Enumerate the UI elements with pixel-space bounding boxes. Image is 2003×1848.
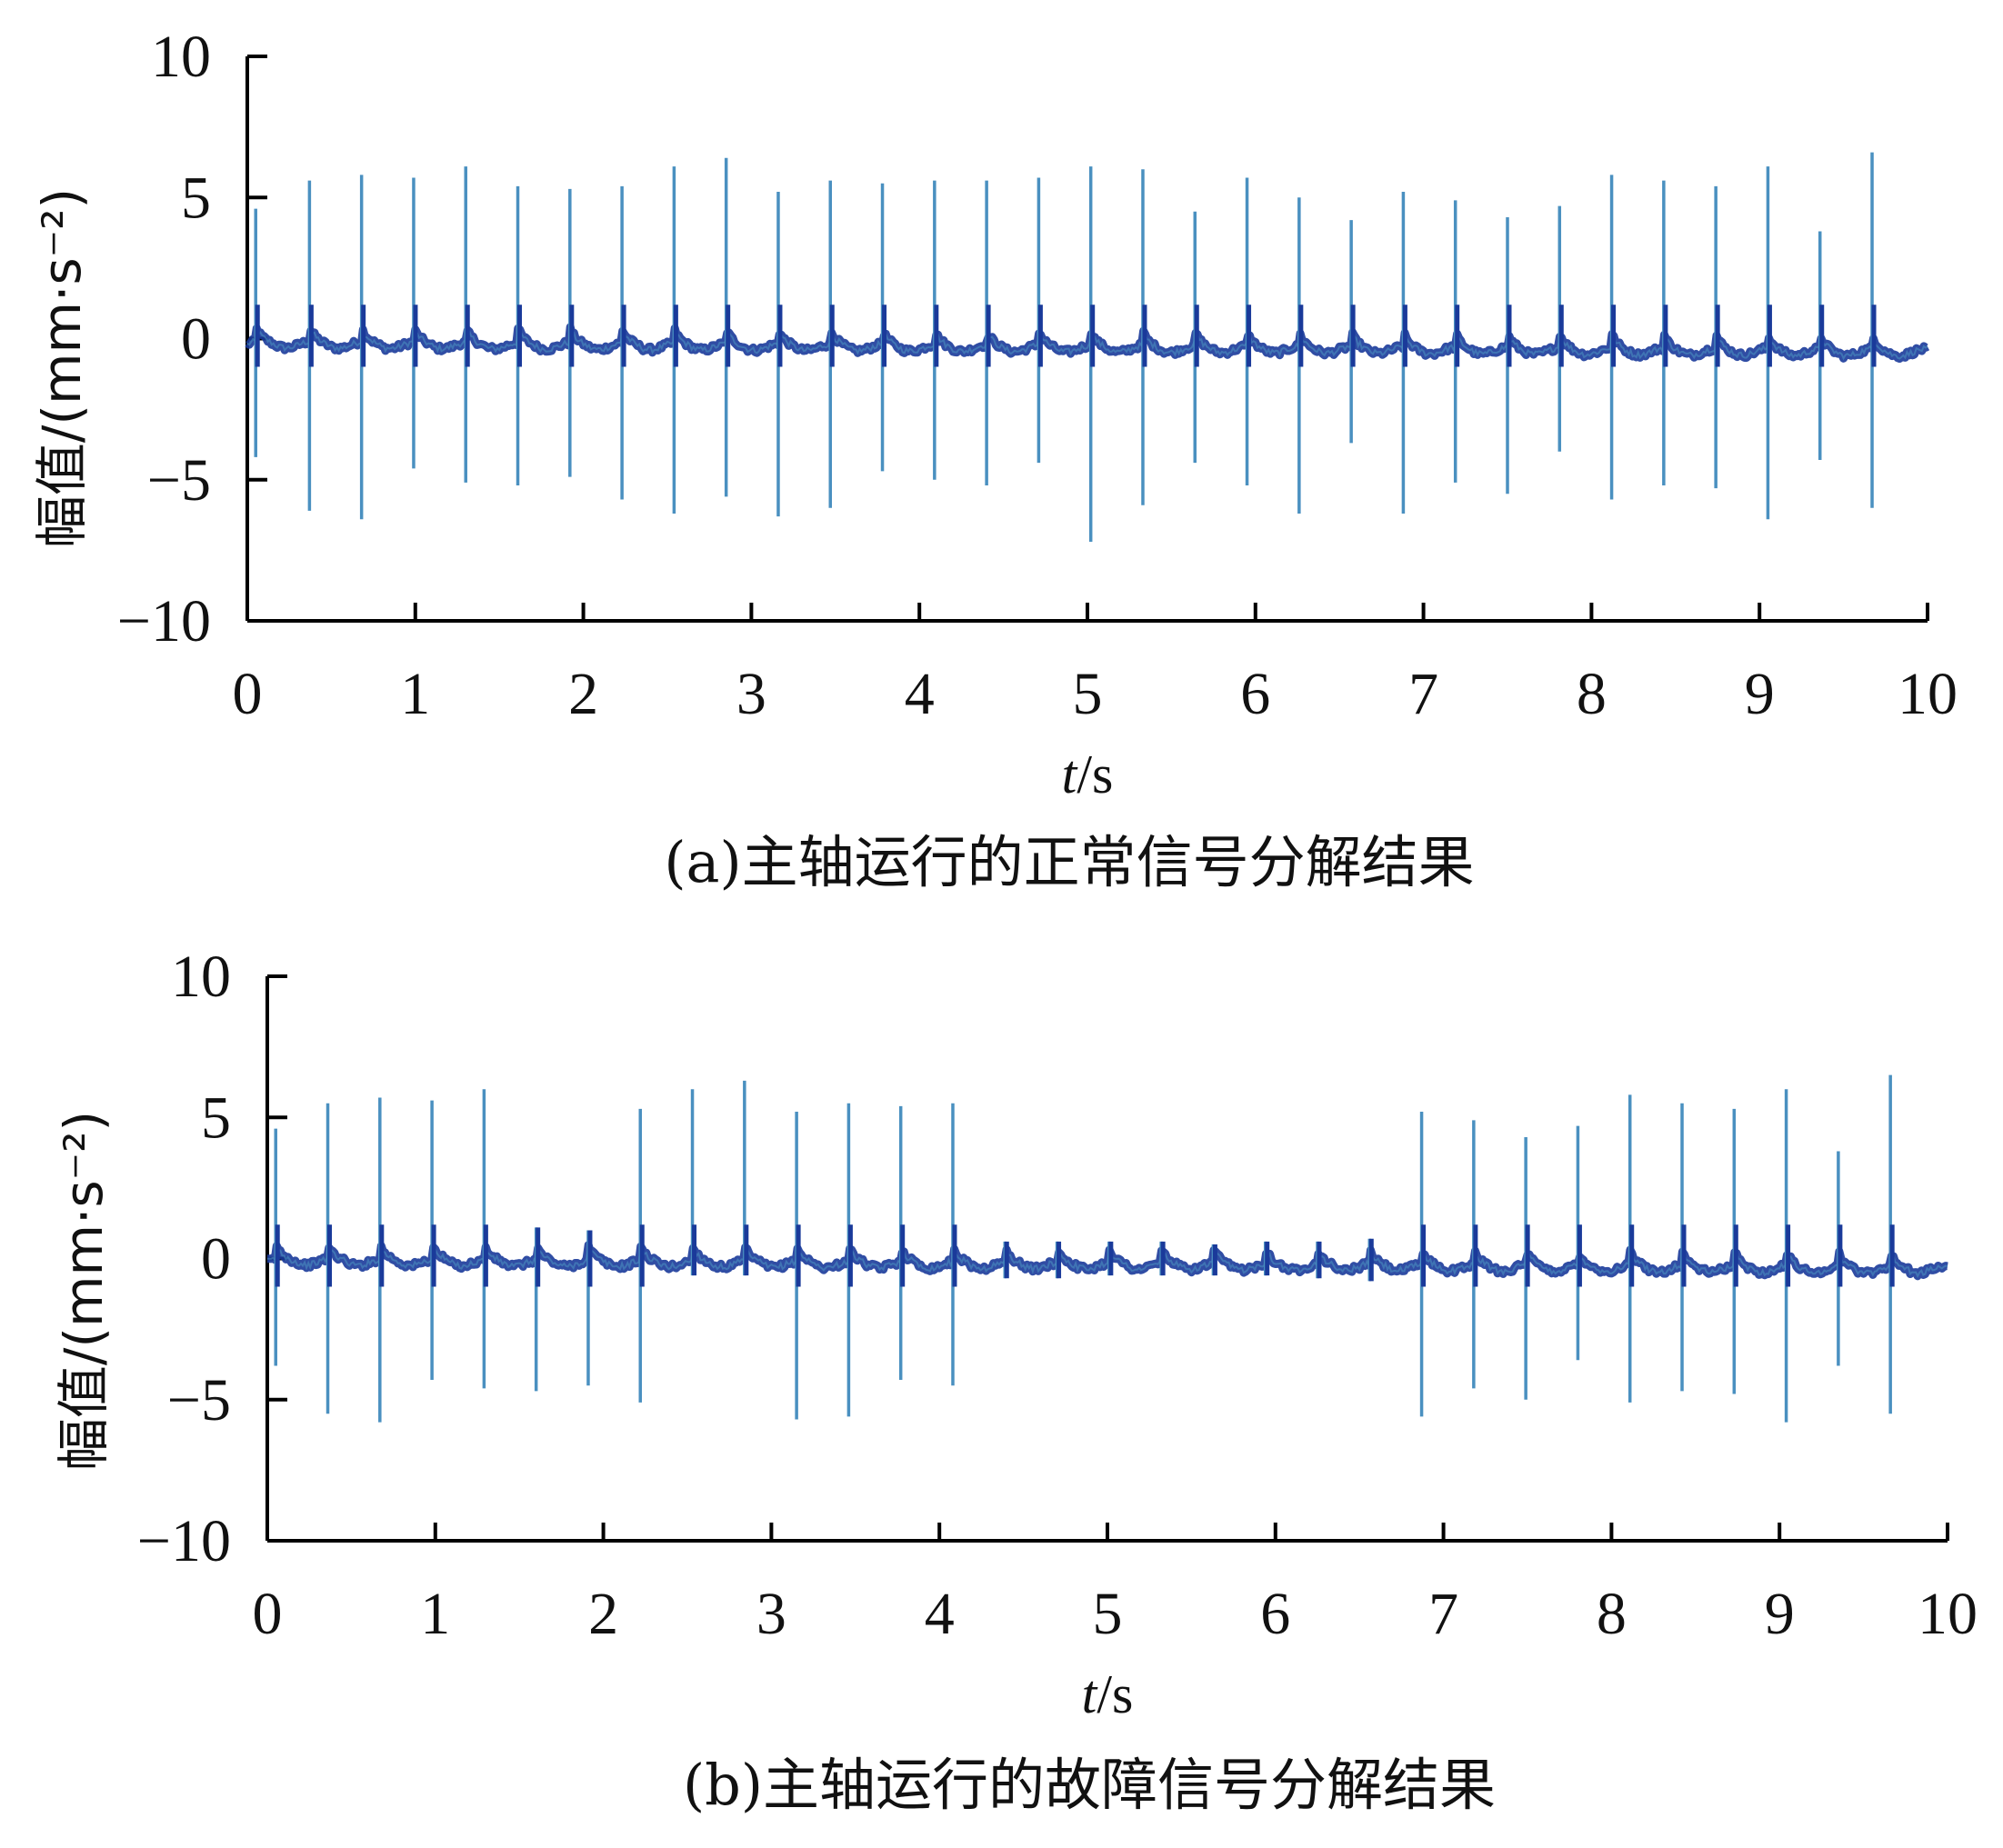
x-tick-label: 8 [1597, 1581, 1627, 1647]
x-tick-label: 0 [233, 661, 263, 727]
baseline-signal-highlight [246, 326, 1928, 361]
x-tick-label: 5 [1073, 661, 1103, 727]
x-axis-title: t/s [1062, 744, 1114, 804]
x-tick-label: 9 [1745, 661, 1775, 727]
x-tick-label: 1 [400, 661, 430, 727]
y-axis-title: 幅值/(mm·s⁻²) [31, 188, 93, 548]
chart-caption: (a)主轴运行的正常信号分解结果 [664, 829, 1474, 895]
x-tick-label: 4 [925, 1581, 955, 1647]
x-tick-label: 4 [905, 661, 935, 727]
chart-b-svg: 10 5 0 −5 −10 0 1 2 3 4 5 6 7 8 9 10 t/s 幅值/(mm·s⁻²) (b)主轴… [53, 944, 1978, 1818]
y-tick-label: −10 [117, 588, 211, 654]
x-tick-label: 0 [253, 1581, 283, 1647]
chart-a-svg: 10 5 0 −5 −10 0 1 2 3 4 5 6 7 8 9 10 t/s 幅值/(mm·s⁻²) (a)主轴… [31, 24, 1958, 895]
x-tick-label: 10 [1918, 1581, 1978, 1647]
baseline-signal [245, 323, 1930, 363]
x-tick-label: 7 [1408, 661, 1438, 727]
y-tick-label: 10 [171, 944, 231, 1010]
x-tick-label: 8 [1577, 661, 1607, 727]
x-tick-label: 3 [756, 1581, 786, 1647]
x-tick-label: 5 [1093, 1581, 1123, 1647]
chart-panel-a: 10 5 0 −5 −10 0 1 2 3 4 5 6 7 8 9 10 t/s 幅值/(mm·s⁻²) (a)主轴… [0, 0, 2003, 918]
x-tick-label: 2 [588, 1581, 618, 1647]
y-tick-label: 0 [181, 306, 211, 373]
y-tick-label: 5 [181, 165, 211, 231]
x-tick-label: 1 [420, 1581, 450, 1647]
chart-panel-b: 10 5 0 −5 −10 0 1 2 3 4 5 6 7 8 9 10 t/s 幅值/(mm·s⁻²) (b)主轴… [0, 918, 2003, 1848]
y-tick-label: −5 [147, 447, 211, 514]
x-axis-title: t/s [1082, 1664, 1134, 1724]
x-tick-label: 10 [1898, 661, 1958, 727]
x-tick-label: 6 [1260, 1581, 1290, 1647]
chart-caption: (b)主轴运行的故障信号分解结果 [683, 1752, 1496, 1818]
y-tick-label: 10 [151, 24, 211, 90]
x-tick-label: 6 [1240, 661, 1270, 727]
x-tick-label: 2 [568, 661, 598, 727]
x-tick-label: 3 [736, 661, 766, 727]
x-tick-label: 9 [1765, 1581, 1795, 1647]
signal-series-a [245, 152, 1930, 543]
signal-series-b [265, 1074, 1950, 1423]
y-tick-label: 5 [201, 1084, 231, 1151]
x-tick-label: 7 [1428, 1581, 1458, 1647]
y-tick-label: −5 [167, 1367, 231, 1433]
y-tick-label: 0 [201, 1226, 231, 1293]
y-axis-title: 幅值/(mm·s⁻²) [53, 1111, 115, 1471]
y-tick-label: −10 [137, 1508, 231, 1574]
baseline-signal-highlight [267, 1243, 1948, 1279]
